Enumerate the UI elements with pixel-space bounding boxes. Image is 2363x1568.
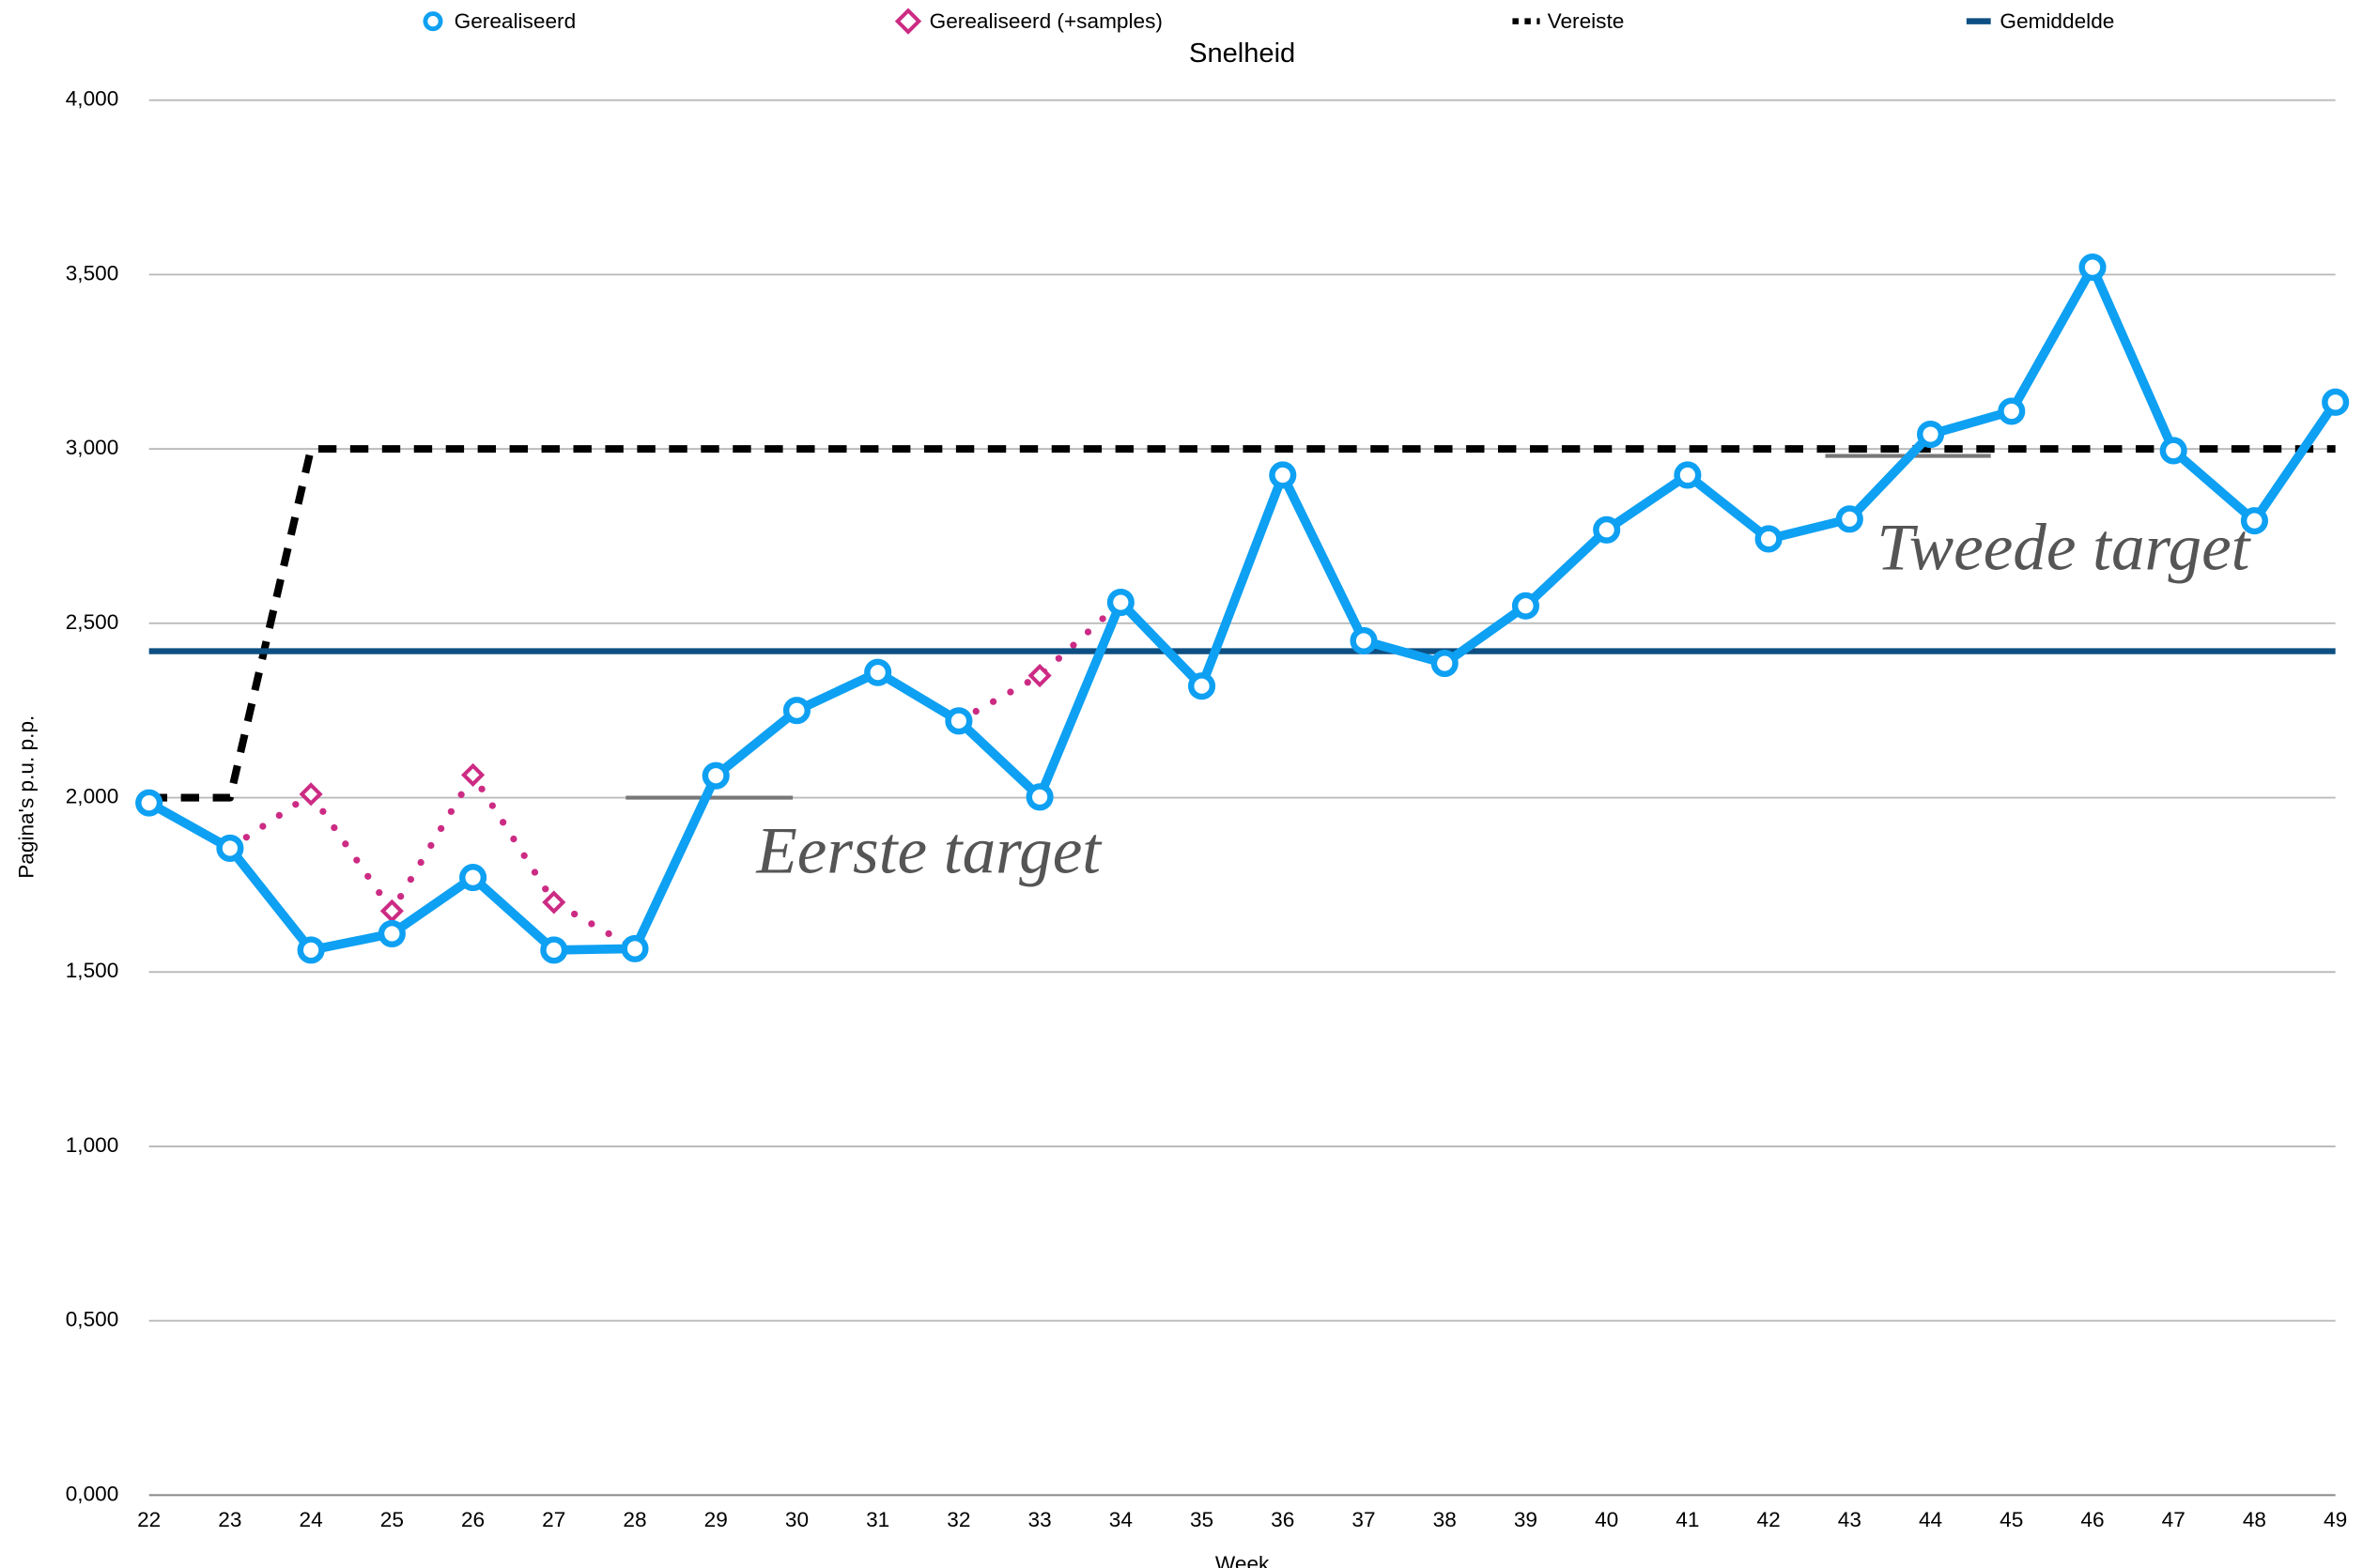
point — [702, 761, 730, 790]
x-tick-label: 34 — [1109, 1508, 1133, 1531]
x-tick-label: 23 — [218, 1508, 241, 1531]
legend-swatch — [423, 11, 443, 32]
legend-label: Gerealiseerd — [455, 9, 577, 33]
x-tick-label: 30 — [785, 1508, 809, 1531]
x-tick-label: 25 — [380, 1508, 404, 1531]
x-tick-label: 43 — [1838, 1508, 1861, 1531]
point — [297, 936, 325, 964]
point — [1593, 515, 1621, 544]
x-tick-label: 47 — [2162, 1508, 2185, 1531]
point — [459, 864, 487, 892]
point — [135, 789, 163, 817]
series-line — [226, 598, 1124, 953]
point — [378, 919, 406, 947]
point — [461, 762, 486, 787]
point — [1027, 663, 1052, 688]
point — [1674, 461, 1702, 489]
point — [542, 890, 566, 915]
point — [299, 782, 323, 807]
x-tick-label: 44 — [1919, 1508, 1942, 1531]
y-tick-label: 1,500 — [66, 959, 119, 982]
x-tick-label: 26 — [461, 1508, 485, 1531]
annotation: Tweede target — [1876, 511, 2251, 584]
x-tick-label: 37 — [1351, 1508, 1375, 1531]
x-tick-label: 38 — [1433, 1508, 1457, 1531]
y-tick-label: 1,000 — [66, 1133, 119, 1157]
point — [1188, 672, 1216, 700]
x-tick-label: 28 — [623, 1508, 646, 1531]
x-tick-label: 45 — [2000, 1508, 2023, 1531]
series-line — [148, 445, 2336, 802]
x-tick-label: 33 — [1028, 1508, 1052, 1531]
y-tick-label: 2,500 — [66, 610, 119, 634]
point — [2240, 507, 2268, 535]
point — [379, 899, 404, 923]
y-axis-label: Pagina's p.u. p.p. — [14, 715, 38, 879]
x-tick-label: 24 — [300, 1508, 323, 1531]
y-tick-label: 0,500 — [66, 1308, 119, 1331]
point — [1998, 397, 2026, 425]
point — [782, 697, 811, 725]
x-tick-label: 42 — [1757, 1508, 1781, 1531]
x-axis-label: Week — [1215, 1552, 1270, 1568]
legend-label: Gerealiseerd (+samples) — [930, 9, 1163, 33]
point — [2322, 388, 2350, 416]
legend-swatch — [894, 8, 922, 35]
point — [864, 658, 892, 686]
x-tick-label: 49 — [2324, 1508, 2347, 1531]
point — [1350, 626, 1378, 654]
point — [2078, 254, 2107, 282]
x-tick-label: 40 — [1595, 1508, 1618, 1531]
chart-title: Snelheid — [1189, 38, 1295, 69]
point — [945, 707, 973, 735]
legend-label: Gemiddelde — [2000, 9, 2114, 33]
x-tick-label: 48 — [2243, 1508, 2266, 1531]
x-tick-label: 41 — [1676, 1508, 1699, 1531]
point — [1511, 592, 1539, 620]
y-tick-label: 3,500 — [66, 261, 119, 284]
x-tick-label: 31 — [866, 1508, 889, 1531]
x-tick-label: 29 — [704, 1508, 728, 1531]
legend-label: Vereiste — [1548, 9, 1625, 33]
point — [1916, 420, 1945, 449]
point — [1430, 650, 1459, 678]
y-tick-label: 2,000 — [66, 785, 119, 808]
point — [1026, 783, 1054, 811]
x-tick-label: 35 — [1190, 1508, 1213, 1531]
x-tick-label: 46 — [2080, 1508, 2104, 1531]
x-tick-label: 32 — [947, 1508, 970, 1531]
point — [1754, 525, 1783, 553]
point — [1269, 461, 1297, 489]
point — [2159, 437, 2187, 465]
x-tick-label: 27 — [542, 1508, 565, 1531]
y-tick-label: 3,000 — [66, 436, 119, 459]
x-tick-label: 39 — [1514, 1508, 1537, 1531]
x-tick-label: 36 — [1271, 1508, 1294, 1531]
y-tick-label: 4,000 — [66, 87, 119, 111]
point — [540, 936, 568, 964]
point — [1106, 589, 1135, 617]
y-tick-label: 0,000 — [66, 1482, 119, 1505]
series-line — [147, 262, 2340, 955]
point — [1835, 505, 1863, 533]
point — [621, 934, 649, 962]
annotation: Eerste target — [755, 815, 1103, 888]
x-tick-label: 22 — [137, 1508, 161, 1531]
point — [216, 834, 244, 862]
